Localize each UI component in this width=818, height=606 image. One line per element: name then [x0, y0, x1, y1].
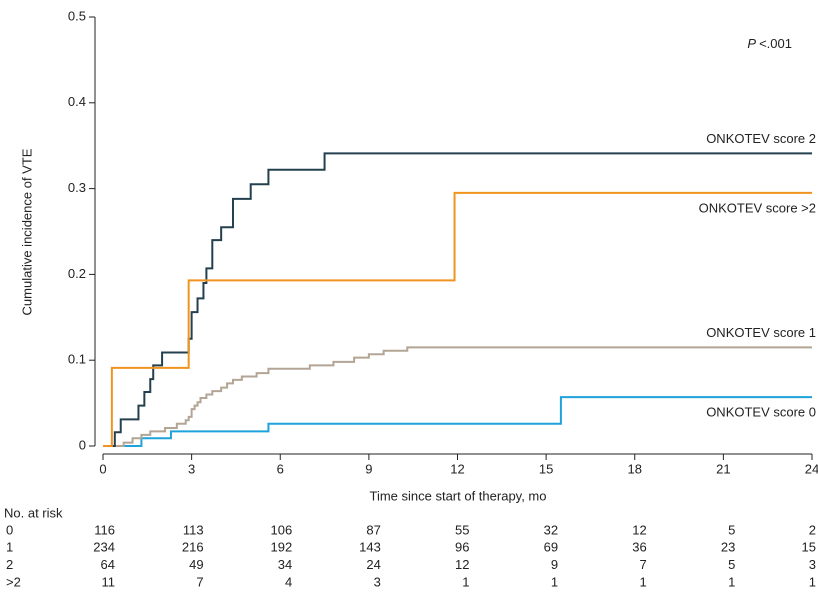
risk-count: 64	[101, 557, 115, 572]
risk-count: 12	[455, 557, 469, 572]
x-tick-label: 21	[716, 461, 730, 476]
step-line	[103, 346, 812, 447]
risk-count: 3	[374, 574, 381, 589]
risk-count: 11	[102, 574, 116, 589]
risk-row-label: 1	[6, 540, 13, 555]
y-tick-label: 0.1	[68, 352, 86, 367]
risk-count: 7	[196, 574, 203, 589]
risk-count: 23	[721, 540, 735, 555]
risk-count: 116	[94, 522, 115, 537]
risk-row-label: 0	[6, 522, 13, 537]
risk-count: 7	[640, 557, 647, 572]
p-text: <.001	[759, 36, 792, 51]
risk-count: 2	[809, 522, 816, 537]
risk-count: 55	[455, 522, 469, 537]
risk-count: 234	[93, 540, 115, 555]
risk-count: 96	[455, 540, 469, 555]
x-tick-label: 9	[365, 461, 372, 476]
y-tick-label: 0.4	[68, 94, 86, 109]
y-axis-label: Cumulative incidence of VTE	[19, 148, 34, 315]
risk-count: 87	[366, 522, 380, 537]
risk-count: 3	[809, 557, 816, 572]
risk-count: 34	[278, 557, 292, 572]
p-value: P <.001	[747, 36, 792, 51]
risk-table-title: No. at risk	[4, 505, 63, 520]
risk-count: 36	[632, 540, 646, 555]
step-line	[103, 191, 812, 447]
risk-count: 32	[544, 522, 558, 537]
y-tick-label: 0.3	[68, 180, 86, 195]
risk-count: 1	[462, 574, 469, 589]
risk-count: 1	[551, 574, 558, 589]
risk-count: 1	[640, 574, 647, 589]
series-label: ONKOTEV score >2	[699, 200, 816, 215]
risk-count: 49	[189, 557, 203, 572]
risk-count: 9	[551, 557, 558, 572]
risk-count: 15	[802, 540, 816, 555]
step-line	[103, 152, 812, 447]
x-axis-label: Time since start of therapy, mo	[369, 488, 546, 503]
risk-count: 1	[728, 574, 735, 589]
step-line	[103, 396, 812, 447]
risk-count: 5	[728, 522, 735, 537]
risk-count: 69	[544, 540, 558, 555]
risk-count: 24	[366, 557, 380, 572]
series-label: ONKOTEV score 0	[706, 405, 816, 420]
x-tick-label: 6	[277, 461, 284, 476]
risk-count: 113	[183, 522, 204, 537]
risk-count: 192	[271, 540, 293, 555]
x-tick-label: 12	[450, 461, 464, 476]
x-tick-label: 15	[539, 461, 553, 476]
risk-count: 216	[182, 540, 204, 555]
p-symbol: P	[747, 36, 756, 51]
x-tick-label: 24	[805, 461, 818, 476]
y-tick-label: 0	[79, 437, 86, 452]
risk-row-label: 2	[6, 557, 13, 572]
x-tick-label: 0	[99, 461, 106, 476]
series-label: ONKOTEV score 1	[706, 325, 816, 340]
x-tick-label: 18	[628, 461, 642, 476]
series-label: ONKOTEV score 2	[706, 131, 816, 146]
risk-count: 106	[271, 522, 293, 537]
risk-count: 1	[809, 574, 816, 589]
y-tick-label: 0.2	[68, 266, 86, 281]
risk-count: 143	[359, 540, 381, 555]
risk-row-label: >2	[6, 574, 21, 589]
y-tick-label: 0.5	[68, 8, 86, 23]
risk-count: 5	[728, 557, 735, 572]
risk-count: 4	[285, 574, 292, 589]
x-tick-label: 3	[188, 461, 195, 476]
risk-count: 12	[632, 522, 646, 537]
